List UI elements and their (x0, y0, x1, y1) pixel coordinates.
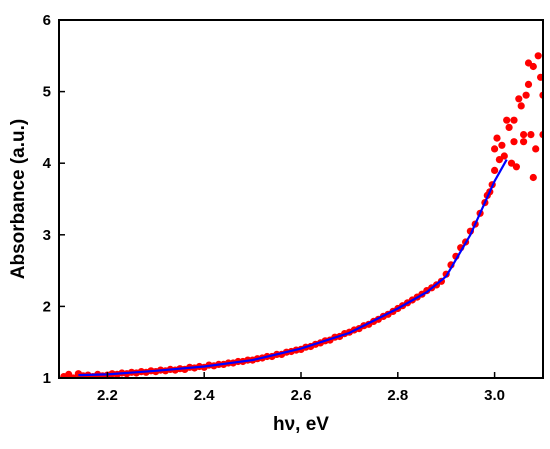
data-point (503, 116, 511, 124)
data-point (512, 163, 521, 171)
data-point (515, 95, 523, 103)
data-point (493, 134, 501, 142)
plot-data-layer (60, 52, 543, 378)
data-point (520, 138, 528, 146)
y-tick-label: 2 (43, 298, 51, 315)
x-tick-label: 2.8 (387, 387, 408, 404)
data-point (534, 52, 542, 60)
data-point (498, 141, 506, 149)
y-tick-label: 3 (43, 227, 51, 244)
fit-line (78, 159, 508, 377)
x-tick-label: 3.0 (484, 387, 505, 404)
data-point (522, 91, 530, 99)
data-point (532, 145, 540, 153)
x-tick-label: 2.4 (194, 387, 216, 404)
data-point (517, 102, 525, 110)
x-axis-title: hν, eV (273, 414, 329, 435)
y-tick-label: 1 (43, 370, 51, 387)
data-point (510, 138, 518, 146)
data-point (524, 80, 533, 88)
data-point (500, 152, 508, 160)
plot-frame (58, 19, 544, 379)
data-point (505, 123, 513, 131)
x-axis-ticks: 2.2 2.4 2.6 2.8 3.0 (97, 372, 505, 404)
data-point (510, 116, 518, 124)
data-point (520, 131, 528, 139)
data-point (491, 166, 499, 174)
data-point (527, 131, 535, 139)
x-tick-label: 2.2 (97, 387, 118, 404)
y-tick-label: 4 (43, 155, 52, 172)
x-tick-label: 2.6 (291, 387, 312, 404)
data-point (537, 73, 543, 81)
data-point (491, 145, 499, 153)
data-point (524, 59, 533, 67)
y-tick-label: 5 (43, 84, 51, 101)
y-tick-label: 6 (43, 12, 51, 29)
y-axis-ticks: 1 2 3 4 5 6 (43, 12, 65, 387)
y-axis-title: Absorbance (a.u.) (8, 119, 29, 279)
data-point (529, 173, 537, 182)
